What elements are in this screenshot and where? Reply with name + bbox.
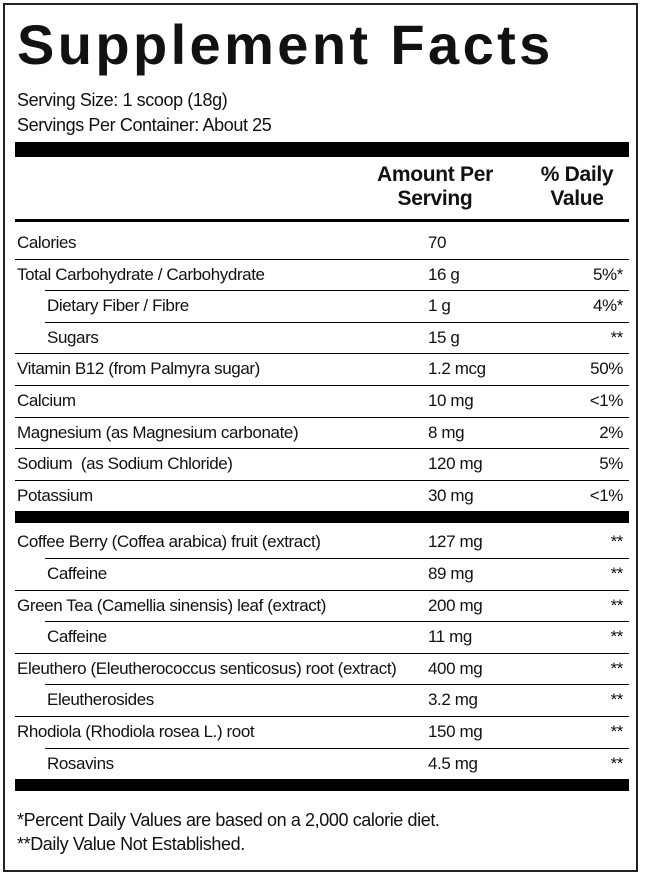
nutrient-name: Rhodiola (Rhodiola rosea L.) root — [17, 722, 255, 741]
nutrient-name: Rosavins — [47, 753, 114, 773]
daily-value: 5% — [599, 454, 623, 474]
nutrient-name: Sodium (as Sodium Chloride) — [17, 454, 233, 474]
row-rule — [15, 589, 629, 591]
daily-value-header: % Daily Value — [540, 163, 614, 210]
daily-value: ** — [610, 627, 624, 647]
amount: 15 g — [428, 327, 460, 347]
footnote: *Percent Daily Values are based on a 2,0… — [17, 810, 440, 831]
medium-rule — [15, 219, 629, 222]
amount: 4.5 mg — [428, 753, 478, 773]
thick-rule — [15, 779, 629, 792]
row-rule — [15, 416, 629, 418]
daily-value: ** — [610, 595, 624, 615]
row-rule — [15, 353, 629, 355]
row-rule — [15, 258, 629, 260]
amount: 30 mg — [428, 485, 474, 505]
nutrient-name: Calcium — [17, 391, 76, 410]
daily-value: ** — [610, 327, 624, 347]
daily-value: 2% — [599, 422, 623, 442]
daily-value: ** — [610, 690, 624, 710]
amount: 200 mg — [428, 595, 483, 615]
daily-value: ** — [610, 564, 624, 583]
nutrient-name: Eleuthero (Eleutherococcus senticosus) r… — [17, 658, 397, 678]
nutrient-name: Vitamin B12 (from Palmyra sugar) — [17, 359, 260, 379]
row-rule — [45, 321, 629, 323]
nutrient-name: Calories — [17, 233, 77, 252]
nutrient-name: Potassium — [17, 485, 93, 505]
daily-value: 5%* — [593, 264, 623, 284]
daily-value: <1% — [589, 485, 624, 505]
amount: 120 mg — [428, 454, 483, 474]
amount: 89 mg — [428, 564, 474, 583]
amount: 400 mg — [428, 658, 483, 678]
daily-value: ** — [610, 753, 624, 773]
title: Supplement Facts — [17, 13, 554, 76]
amount: 70 — [428, 233, 447, 252]
amount: 8 mg — [428, 422, 465, 442]
row-rule — [45, 747, 629, 749]
amount: 16 g — [428, 264, 460, 284]
daily-value: ** — [610, 722, 624, 741]
daily-value: 50% — [590, 359, 623, 379]
row-rule — [15, 652, 629, 654]
facts-panel: Supplement Facts Serving Size: 1 scoop (… — [3, 3, 638, 872]
footnote: **Daily Value Not Established. — [17, 834, 245, 855]
nutrient-name: Dietary Fiber / Fibre — [47, 296, 189, 316]
row-rule — [15, 448, 629, 450]
nutrient-name: Eleutherosides — [47, 690, 154, 710]
row-rule — [15, 385, 629, 386]
row-rule — [45, 290, 629, 292]
nutrient-name: Caffeine — [47, 627, 107, 647]
nutrient-name: Green Tea (Camellia sinensis) leaf (extr… — [17, 595, 326, 615]
nutrient-name: Magnesium (as Magnesium carbonate) — [17, 422, 299, 442]
amount-header: Amount Per Serving — [376, 163, 493, 210]
row-rule — [45, 558, 629, 559]
amount: 11 mg — [428, 627, 472, 647]
amount: 1 g — [428, 296, 451, 316]
daily-value: ** — [610, 658, 624, 678]
daily-value: 4%* — [593, 296, 623, 316]
amount: 1.2 mcg — [428, 359, 486, 379]
row-rule — [15, 479, 629, 481]
row-rule — [45, 684, 629, 686]
nutrient-name: Total Carbohydrate / Carbohydrate — [17, 264, 265, 284]
amount: 150 mg — [428, 722, 483, 741]
nutrient-name: Coffee Berry (Coffea arabica) fruit (ext… — [17, 532, 321, 552]
row-rule — [15, 716, 629, 717]
amount: 10 mg — [428, 391, 474, 410]
thick-rule — [15, 511, 629, 524]
daily-value: <1% — [589, 391, 624, 410]
nutrient-name: Sugars — [47, 327, 99, 347]
thick-rule — [15, 142, 629, 157]
servings-per-container: Servings Per Container: About 25 — [17, 115, 272, 135]
amount: 3.2 mg — [428, 690, 478, 710]
serving-size: Serving Size: 1 scoop (18g) — [17, 90, 228, 110]
nutrient-name: Caffeine — [47, 564, 107, 583]
row-rule — [45, 621, 629, 623]
amount: 127 mg — [428, 532, 483, 552]
daily-value: ** — [610, 532, 624, 552]
